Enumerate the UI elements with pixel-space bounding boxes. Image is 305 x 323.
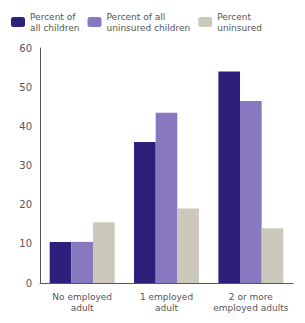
svg-text:2 or more: 2 or more xyxy=(229,292,273,302)
svg-text:adult: adult xyxy=(71,303,94,313)
svg-text:0: 0 xyxy=(26,278,32,289)
svg-text:all children: all children xyxy=(30,23,80,33)
svg-text:uninsured children: uninsured children xyxy=(106,23,190,33)
svg-text:50: 50 xyxy=(19,82,32,93)
svg-text:10: 10 xyxy=(19,238,32,249)
svg-text:Percent of all: Percent of all xyxy=(106,12,165,22)
svg-text:20: 20 xyxy=(19,199,32,210)
svg-text:60: 60 xyxy=(19,43,32,54)
svg-text:adult: adult xyxy=(155,303,178,313)
svg-text:Percent: Percent xyxy=(217,12,251,22)
svg-text:Percent of: Percent of xyxy=(30,12,76,22)
svg-text:30: 30 xyxy=(19,160,32,171)
svg-text:employed adults: employed adults xyxy=(213,303,288,313)
svg-text:40: 40 xyxy=(19,121,32,132)
svg-text:uninsured: uninsured xyxy=(217,23,262,33)
svg-text:1 employed: 1 employed xyxy=(140,292,193,302)
svg-text:No employed: No employed xyxy=(52,292,112,302)
